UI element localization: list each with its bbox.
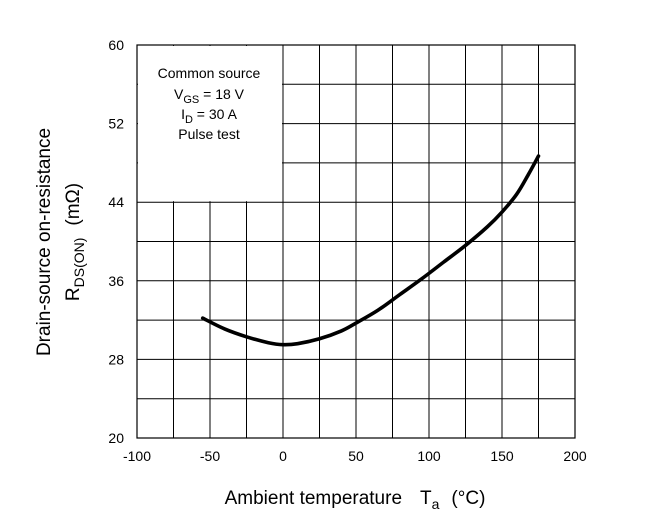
legend-vgs-value: = 18 V bbox=[199, 86, 244, 102]
legend-id-subscript: D bbox=[185, 114, 193, 126]
series-layer bbox=[200, 154, 541, 347]
series-line bbox=[200, 154, 541, 347]
y-tick-label: 44 bbox=[108, 194, 124, 210]
legend-background bbox=[138, 46, 282, 202]
x-tick-label: 200 bbox=[563, 448, 587, 464]
y-axis-title-line1-group: Drain-source on-resistance bbox=[34, 128, 55, 356]
y-axis-symbol-subscript: DS(ON) bbox=[71, 238, 87, 288]
x-axis-unit: (°C) bbox=[451, 488, 485, 509]
y-axis-title-line2-group: RDS(ON) (mΩ) bbox=[63, 183, 87, 301]
y-tick-label: 52 bbox=[108, 116, 124, 132]
legend-box: Common source VGS = 18 V ID = 30 A Pulse… bbox=[138, 46, 282, 202]
y-tick-label: 28 bbox=[108, 351, 124, 367]
x-tick-label: -50 bbox=[200, 448, 220, 464]
x-axis-symbol: T bbox=[420, 488, 432, 509]
x-tick-label: 100 bbox=[417, 448, 441, 464]
y-tick-label: 60 bbox=[108, 37, 124, 53]
x-axis-symbol-subscript: a bbox=[432, 496, 440, 512]
y-tick-label: 20 bbox=[108, 430, 124, 446]
y-axis-title-line2: RDS(ON) (mΩ) bbox=[63, 183, 87, 301]
x-tick-labels: -100 -50 0 50 100 150 200 bbox=[123, 448, 587, 464]
legend-vgs-subscript: GS bbox=[183, 94, 199, 106]
plot-frame bbox=[136, 44, 576, 439]
y-tick-labels: 20 28 36 44 52 60 bbox=[108, 37, 124, 446]
x-tick-label: 50 bbox=[348, 448, 364, 464]
legend-line-1: Common source bbox=[158, 65, 261, 81]
x-tick-label: 150 bbox=[490, 448, 514, 464]
x-tick-label: 0 bbox=[279, 448, 287, 464]
x-axis-title: Ambient temperature Ta (°C) bbox=[225, 488, 486, 512]
y-tick-label: 36 bbox=[108, 273, 124, 289]
legend-line-4: Pulse test bbox=[178, 126, 240, 142]
legend-vgs-symbol: V bbox=[174, 86, 184, 102]
legend-line-3: ID = 30 A bbox=[181, 106, 237, 126]
y-axis-title-line1: Drain-source on-resistance bbox=[34, 128, 55, 356]
legend-id-symbol: I bbox=[181, 106, 185, 122]
grid bbox=[137, 45, 575, 438]
legend-line-2: VGS = 18 V bbox=[174, 86, 245, 106]
y-axis-symbol: R bbox=[63, 287, 84, 301]
x-axis-title-main: Ambient temperature bbox=[225, 488, 402, 509]
legend-id-value: = 30 A bbox=[193, 106, 238, 122]
plot-border bbox=[136, 44, 576, 439]
y-axis-unit: (mΩ) bbox=[63, 183, 84, 226]
x-tick-label: -100 bbox=[123, 448, 151, 464]
